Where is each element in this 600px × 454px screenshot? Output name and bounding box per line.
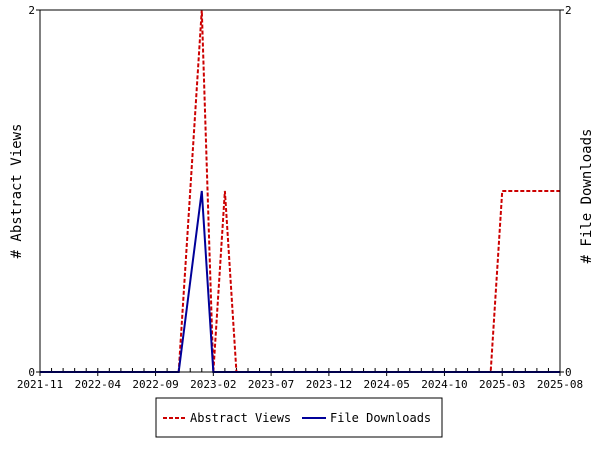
legend-label-file-downloads: File Downloads [330, 411, 431, 425]
y-right-tick-label: 2 [565, 4, 572, 17]
y-axis-left-title: # Abstract Views [9, 124, 25, 259]
legend-label-abstract-views: Abstract Views [190, 411, 291, 425]
x-tick-label: 2025-08 [537, 378, 583, 391]
x-tick-label: 2024-10 [421, 378, 467, 391]
legend: Abstract Views File Downloads [155, 397, 443, 438]
y-right-tick-label: 0 [565, 366, 572, 379]
x-tick-label: 2022-04 [75, 378, 122, 391]
series-line-abstract-views [40, 9, 560, 373]
y-axis-right-title: # File Downloads [579, 129, 595, 264]
x-tick-label: 2022-09 [132, 378, 178, 391]
x-tick-label: 2023-07 [248, 378, 294, 391]
x-tick-label: 2021-11 [17, 378, 63, 391]
series-line-file-downloads [40, 190, 560, 373]
x-tick-label: 2023-12 [306, 378, 352, 391]
legend-box [155, 397, 443, 438]
y-left-tick-label: 0 [28, 366, 35, 379]
y-left-tick-label: 2 [28, 4, 35, 17]
x-tick-label: 2023-02 [190, 378, 236, 391]
x-tick-label: 2024-05 [363, 378, 409, 391]
series-layer [40, 9, 560, 373]
axes: 0 2 0 2 [28, 4, 571, 379]
x-tick-label: 2025-03 [479, 378, 525, 391]
x-axis-ticks: 2021-11 2022-04 2022-09 2023-02 2023-07 2023-… [17, 368, 583, 391]
